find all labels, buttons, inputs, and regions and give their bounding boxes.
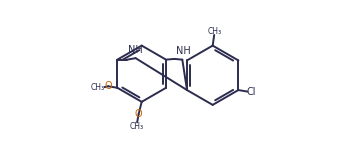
Text: CH₃: CH₃ <box>90 83 105 92</box>
Text: CH₃: CH₃ <box>130 122 144 131</box>
Text: O: O <box>135 109 143 119</box>
Text: O: O <box>104 81 112 91</box>
Text: NH: NH <box>128 45 143 55</box>
Text: NH: NH <box>176 46 190 55</box>
Text: Cl: Cl <box>246 87 256 97</box>
Text: CH₃: CH₃ <box>208 27 222 36</box>
